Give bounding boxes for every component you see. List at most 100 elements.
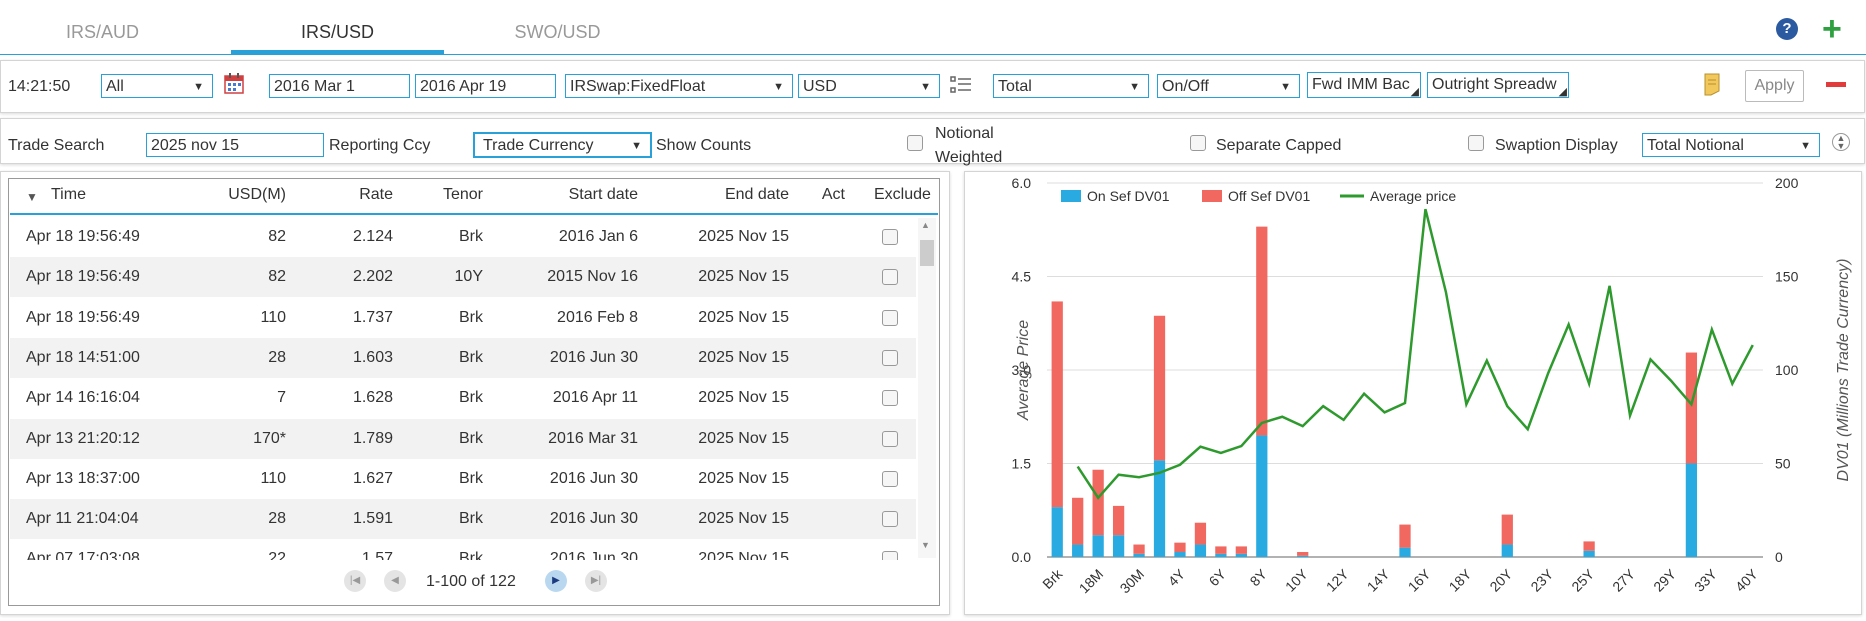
bar-on-sef [1133, 553, 1145, 557]
fwd-imm-textarea[interactable]: Fwd IMM Bac ◢ [1307, 72, 1421, 98]
table-row[interactable]: Apr 11 21:04:04 28 1.591 Brk 2016 Jun 30 2025… [10, 499, 916, 540]
note-icon[interactable] [1702, 71, 1724, 97]
header-usd[interactable]: USD(M) [228, 186, 286, 203]
table-row[interactable]: Apr 18 19:56:49 82 2.124 Brk 2016 Jan 6 2025 … [10, 217, 916, 257]
add-icon[interactable]: + [1822, 10, 1842, 48]
y-left-tick: 1.5 [1012, 456, 1032, 472]
x-tick-label: 14Y [1364, 565, 1393, 594]
legend-label: Average price [1370, 188, 1456, 204]
cell-time: Apr 07 17:03:08 [26, 550, 140, 560]
bar-on-sef [1051, 507, 1063, 557]
remove-icon[interactable] [1826, 82, 1846, 87]
table-scrollbar[interactable]: ▲ ▼ [918, 218, 936, 558]
header-tenor[interactable]: Tenor [442, 186, 483, 203]
outright-spread-textarea[interactable]: Outright Spreadw ◢ [1427, 72, 1569, 98]
bar-off-sef [1215, 546, 1227, 554]
trade-search-input[interactable]: 2025 nov 15 [146, 133, 324, 157]
collapse-icon[interactable]: ▲ ▼ [1832, 133, 1850, 151]
exclude-checkbox[interactable] [882, 470, 898, 487]
table-row[interactable]: Apr 13 18:37:00 110 1.627 Brk 2016 Jun 30 202… [10, 459, 916, 499]
product-select[interactable]: IRSwap:FixedFloat ▼ [565, 74, 793, 98]
table-row[interactable]: Apr 13 21:20:12 170* 1.789 Brk 2016 Mar 31 20… [10, 418, 916, 459]
cell-end-date: 2025 Nov 15 [698, 308, 789, 326]
end-date-input[interactable]: 2016 Apr 19 [415, 74, 556, 98]
cell-end-date: 2025 Nov 15 [698, 550, 789, 560]
header-end-date[interactable]: End date [724, 186, 789, 203]
tab-swo-usd[interactable]: SWO/USD [514, 22, 601, 42]
cell-tenor: Brk [459, 510, 483, 528]
cell-time: Apr 13 18:37:00 [26, 469, 140, 487]
separate-capped-checkbox[interactable] [1190, 135, 1206, 151]
exclude-checkbox[interactable] [882, 390, 898, 407]
header-time[interactable]: Time [51, 186, 86, 203]
resize-handle-icon[interactable]: ◢ [1410, 86, 1419, 98]
header-rate[interactable]: Rate [359, 186, 393, 203]
legend-swatch [1061, 190, 1081, 202]
bar-off-sef [1235, 546, 1247, 554]
notional-weighted-checkbox[interactable] [907, 135, 923, 151]
cell-time: Apr 18 19:56:49 [26, 268, 140, 286]
swaption-display-checkbox[interactable] [1468, 135, 1484, 151]
total-select-value: Total [998, 78, 1032, 95]
y-left-tick: 3.0 [1012, 362, 1032, 378]
first-page-icon[interactable]: |◀ [344, 570, 366, 592]
cell-tenor: Brk [459, 550, 483, 560]
scroll-up-icon[interactable]: ▲ [921, 220, 930, 230]
exclude-checkbox[interactable] [882, 229, 898, 245]
exclude-checkbox[interactable] [882, 551, 898, 560]
filter-select[interactable]: All ▼ [101, 74, 213, 98]
exclude-checkbox[interactable] [882, 269, 898, 286]
table-row[interactable]: Apr 18 14:51:00 28 1.603 Brk 2016 Jun 30 2025… [10, 337, 916, 378]
total-select[interactable]: Total ▼ [993, 74, 1149, 98]
tab-irs-aud[interactable]: IRS/AUD [65, 22, 139, 42]
help-icon[interactable]: ? [1776, 18, 1798, 40]
header-act[interactable]: Act [821, 186, 845, 203]
reporting-ccy-label: Reporting Ccy [329, 137, 431, 154]
header-exclude[interactable]: Exclude [874, 186, 931, 203]
cell-end-date: 2025 Nov 15 [698, 469, 789, 487]
currency-select-value: USD [803, 78, 837, 95]
scroll-down-icon[interactable]: ▼ [921, 540, 930, 550]
calendar-icon[interactable] [224, 72, 244, 94]
y-right-axis-title: DV01 (Millions Trade Currency) [1835, 259, 1852, 482]
exclude-checkbox[interactable] [882, 511, 898, 528]
next-page-icon[interactable]: ▶ [545, 570, 567, 592]
exclude-checkbox[interactable] [882, 349, 898, 366]
currency-select[interactable]: USD ▼ [798, 74, 940, 98]
exclude-checkbox[interactable] [882, 309, 898, 326]
prev-page-icon[interactable]: ◀ [384, 570, 406, 592]
sort-desc-icon[interactable]: ▼ [26, 190, 38, 204]
scroll-thumb[interactable] [920, 240, 934, 266]
table-row[interactable]: Apr 14 16:16:04 7 1.628 Brk 2016 Apr 11 2025 … [10, 378, 916, 418]
start-date-input[interactable]: 2016 Mar 1 [269, 74, 410, 98]
table-row[interactable]: Apr 18 19:56:49 82 2.202 10Y 2015 Nov 16 2025… [10, 257, 916, 298]
tab-irs-usd[interactable]: IRS/USD [300, 22, 374, 42]
header-start-date[interactable]: Start date [568, 186, 638, 203]
table-row[interactable]: Apr 07 17:03:08 22 1.57 Brk 2016 Jun 30 2025 … [10, 539, 916, 560]
on-off-select[interactable]: On/Off ▼ [1157, 74, 1300, 98]
cell-usd: 28 [268, 510, 286, 528]
bar-off-sef [1112, 505, 1125, 536]
bar-on-sef [1235, 553, 1247, 557]
cell-start-date: 2016 Jun 30 [549, 550, 638, 560]
cell-end-date: 2025 Nov 15 [698, 268, 789, 286]
list-settings-icon[interactable] [950, 74, 972, 96]
outright-spread-value: Outright Spreadw [1432, 76, 1557, 93]
resize-handle-icon[interactable]: ◢ [1558, 86, 1567, 98]
cell-rate: 1.789 [352, 429, 393, 447]
bar-on-sef [1297, 555, 1309, 557]
table-row[interactable]: Apr 18 19:56:49 110 1.737 Brk 2016 Feb 8 2025… [10, 298, 916, 338]
show-counts-label: Show Counts [656, 137, 752, 154]
apply-button[interactable]: Apply [1745, 70, 1804, 102]
exclude-checkbox[interactable] [882, 430, 898, 447]
cell-tenor: Brk [459, 308, 483, 326]
last-page-icon[interactable]: ▶| [585, 570, 607, 592]
reporting-ccy-select[interactable]: Trade Currency ▼ [473, 132, 652, 158]
x-tick-label: Brk [1039, 565, 1066, 592]
total-notional-select[interactable]: Total Notional ▼ [1642, 133, 1820, 157]
separate-capped-label: Separate Capped [1216, 137, 1342, 154]
chevron-down-icon: ▼ [920, 81, 931, 93]
header-divider [10, 213, 938, 215]
trades-grid [8, 178, 940, 606]
bar-off-sef [1297, 552, 1309, 556]
